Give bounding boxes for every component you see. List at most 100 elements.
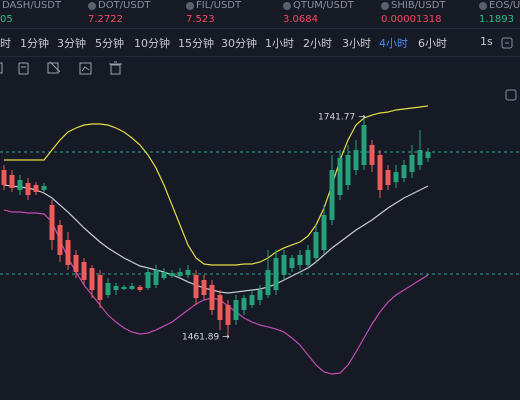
timeframe-button[interactable]: 3分钟 [57,37,86,50]
drawing-toolbar [0,61,122,75]
ticker-price: 1.1893 [479,14,514,25]
candle-body [161,271,167,278]
band-line [3,184,429,294]
timeframe-button[interactable]: 1小时 [265,37,294,50]
candle-body [97,274,103,300]
candle-body [329,170,335,221]
chart-settings-icon[interactable] [505,89,517,101]
candle-body [409,154,415,173]
candle-body [33,185,39,193]
candle-body [337,157,343,196]
candle-body [393,172,399,183]
candle-body [81,261,87,281]
high-annotation: 1741.77 → [318,113,366,123]
settings-icon[interactable] [500,36,514,50]
ticker-name[interactable]: DASH/USDT [2,0,62,11]
candle-body [313,232,319,258]
timeframe-button[interactable]: 10分钟 [134,37,170,50]
ticker-name[interactable]: QTUM/USDT [293,0,354,11]
band-line [4,105,429,266]
ticker-name[interactable]: SHIB/USDT [391,0,446,11]
candle-body [249,295,255,306]
timeframe-button[interactable]: 3小时 [342,37,371,50]
candle-body [57,225,63,255]
tool-icon[interactable] [47,61,61,74]
candle-body [361,125,367,165]
candle-body [217,295,223,320]
tool-icon[interactable] [109,61,122,75]
candle-body [305,250,311,265]
candle-body [129,285,135,289]
candle-body [369,144,375,165]
candle-body [153,270,159,285]
candle-body [289,257,295,269]
candle-body [257,289,263,300]
timeframe-button[interactable]: 6小时 [418,37,447,50]
low-annotation: 1461.89 → [182,333,230,343]
timeframe-button[interactable]: 30分钟 [221,37,257,50]
coin-icon [283,2,291,10]
candle-body [273,257,279,290]
ticker-bar: DASH/USDT 05 DOT/USDT 7.2722 FIL/USDT 7.523 QT… [0,0,520,29]
candle-body [425,151,431,158]
candle-body [185,270,191,275]
candle-body [137,286,143,290]
coin-icon [479,2,487,10]
ticker-name[interactable]: FIL/USDT [196,0,242,11]
candle-body [321,215,327,251]
coin-icon [381,2,389,10]
timeframe-button[interactable]: 15分钟 [178,37,214,50]
candle-body [281,254,287,275]
ticker-price: 3.0684 [283,14,318,25]
candle-body [49,205,55,241]
timeframe-button[interactable]: 4小时 [379,37,408,50]
candle-body [9,174,15,189]
candle-body [25,182,31,196]
ticker-price: 0.00001318 [381,14,442,25]
candle-body [345,154,351,186]
timeframe-button[interactable]: 时 [0,37,11,50]
tool-icon[interactable] [18,62,29,75]
ticker-name[interactable]: EOS/USDT [489,0,520,11]
timeframe-button[interactable]: 5分钟 [95,37,124,50]
candle-body [353,150,359,171]
ticker-price: 7.523 [186,14,215,25]
ticker-name[interactable]: DOT/USDT [98,0,151,11]
candle-body [105,282,111,296]
candle-body [89,268,95,290]
candle-body [225,305,231,326]
timeframe-button[interactable]: 2小时 [303,37,332,50]
candle-body [121,286,127,289]
tool-icon[interactable] [79,62,92,75]
candle-body [385,170,391,186]
coin-icon [88,2,96,10]
candle-body [417,150,423,165]
candle-body [145,271,151,289]
ticker-price: 7.2722 [88,14,123,25]
candle-body [377,154,383,190]
candle-body [1,170,7,186]
candle-body [193,274,199,299]
candle-body [17,180,23,190]
candle-body [401,164,407,179]
timeframe-button[interactable]: 1分钟 [20,37,49,50]
candle-body [209,284,215,310]
candle-body [65,240,71,265]
candle-body [233,299,239,320]
coin-icon [186,2,194,10]
price-chart: 1741.77 → 1461.89 → [0,89,520,375]
candle-body [297,254,303,265]
tool-icon[interactable] [0,62,3,74]
candle-body [201,280,207,296]
timeframe-bar: 1s 时 1分钟 3分钟 5分钟 10分钟 15分钟 30分钟 1小时 2小时 3小时 4小时 6小时 [0,28,520,57]
candle-body [177,271,183,276]
interval-button[interactable]: 1s [480,35,493,48]
ticker-price: 05 [0,14,13,25]
candle-body [73,254,79,272]
candle-body [169,273,175,276]
candle-body [241,298,247,310]
candle-body [113,285,119,290]
candle-body [265,270,271,296]
candle-body [41,185,47,190]
